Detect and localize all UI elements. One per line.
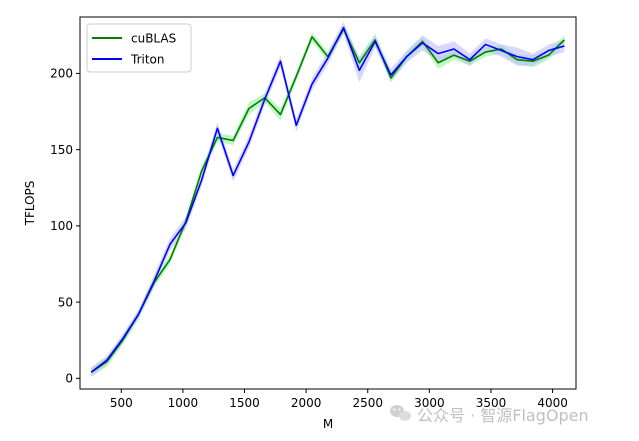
watermark-text: 公众号 · 智源FlagOpen xyxy=(417,406,589,425)
plot-frame xyxy=(79,16,577,390)
y-tick-label: 150 xyxy=(50,143,73,157)
watermark: 公众号 · 智源FlagOpen xyxy=(390,405,589,425)
x-axis-ticks: 500 1000 1500 2000 2500 3000 3500 4000 xyxy=(110,389,568,410)
x-tick-label: 2500 xyxy=(352,396,383,410)
y-tick-label: 200 xyxy=(50,67,73,81)
plot-area xyxy=(80,17,576,389)
legend-label-triton: Triton xyxy=(130,53,165,67)
wechat-icon xyxy=(390,405,411,421)
series-lines xyxy=(90,26,565,373)
x-tick-label: 500 xyxy=(110,396,133,410)
y-axis-ticks: 0 50 100 150 200 xyxy=(50,67,80,386)
x-tick-label: 3000 xyxy=(414,396,445,410)
x-axis-label: M xyxy=(323,417,333,431)
x-tick-label: 3500 xyxy=(476,396,507,410)
x-tick-label: 2000 xyxy=(291,396,322,410)
series-line-triton xyxy=(90,26,565,373)
x-tick-label: 1000 xyxy=(168,396,199,410)
y-tick-label: 100 xyxy=(50,219,73,233)
legend: cuBLAS Triton xyxy=(86,23,192,73)
x-tick-label: 4000 xyxy=(537,396,568,410)
y-tick-label: 50 xyxy=(58,295,73,309)
x-tick-label: 1500 xyxy=(229,396,260,410)
legend-label-cublas: cuBLAS xyxy=(131,32,176,46)
y-axis-label: TFLOPS xyxy=(23,181,37,227)
y-tick-label: 0 xyxy=(65,372,73,386)
